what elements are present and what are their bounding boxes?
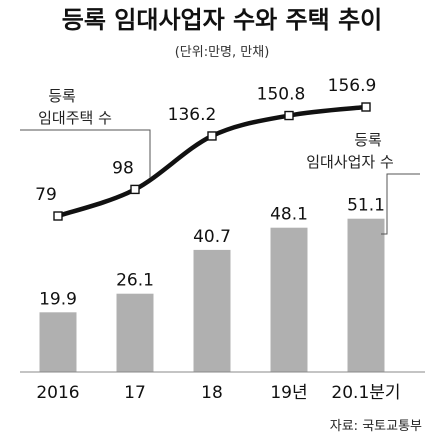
line-series — [53, 102, 371, 221]
bar-1 — [116, 293, 154, 372]
line-legend-text-1: 임대주택 수 — [38, 109, 112, 127]
line-legend-leader — [20, 129, 151, 178]
bar-value-label-4: 51.1 — [347, 196, 385, 216]
bar-value-labels: 19.9 26.1 40.7 48.1 51.1 — [39, 196, 385, 310]
bar-legend-leader — [381, 173, 420, 235]
line-point-1 — [130, 184, 140, 195]
bar-legend-text-1: 임대사업자 수 — [306, 153, 394, 171]
x-tick-label-2: 18 — [201, 383, 223, 403]
line-point-3 — [284, 110, 294, 121]
line-value-labels: 79 98 136.2 150.8 156.9 — [35, 76, 376, 205]
line-value-label-3: 150.8 — [257, 85, 306, 105]
chart-subtitle: (단위:만명, 만채) — [175, 45, 270, 60]
bar-3 — [270, 227, 308, 372]
bar-value-label-1: 26.1 — [116, 271, 154, 291]
line-value-label-2: 136.2 — [168, 105, 217, 125]
x-tick-labels: 2016 17 18 19년 20.1분기 — [36, 383, 400, 403]
line-legend-text-0: 등록 — [48, 87, 76, 105]
bar-value-label-3: 48.1 — [270, 205, 308, 225]
chart-title: 등록 임대사업자 수와 주택 추이 — [62, 6, 382, 34]
x-tick-label-4: 20.1분기 — [331, 383, 400, 403]
source-note: 자료: 국토교통부 — [330, 419, 422, 434]
bar-value-label-0: 19.9 — [39, 289, 77, 309]
x-tick-label-1: 17 — [124, 383, 146, 403]
line-value-label-0: 79 — [35, 185, 57, 205]
bar-2 — [193, 249, 231, 372]
x-tick-label-3: 19년 — [270, 383, 307, 403]
line-value-label-4: 156.9 — [328, 76, 377, 96]
bar-value-label-2: 40.7 — [193, 227, 231, 247]
line-value-label-1: 98 — [112, 158, 134, 178]
bar-0 — [39, 312, 77, 372]
line-point-2 — [207, 131, 217, 141]
bar-legend-text-0: 등록 — [354, 131, 382, 149]
line-point-0 — [53, 211, 63, 221]
x-tick-label-0: 2016 — [36, 383, 79, 403]
line-point-4 — [361, 102, 371, 112]
bar-4 — [347, 218, 385, 372]
bar-series — [39, 218, 385, 372]
